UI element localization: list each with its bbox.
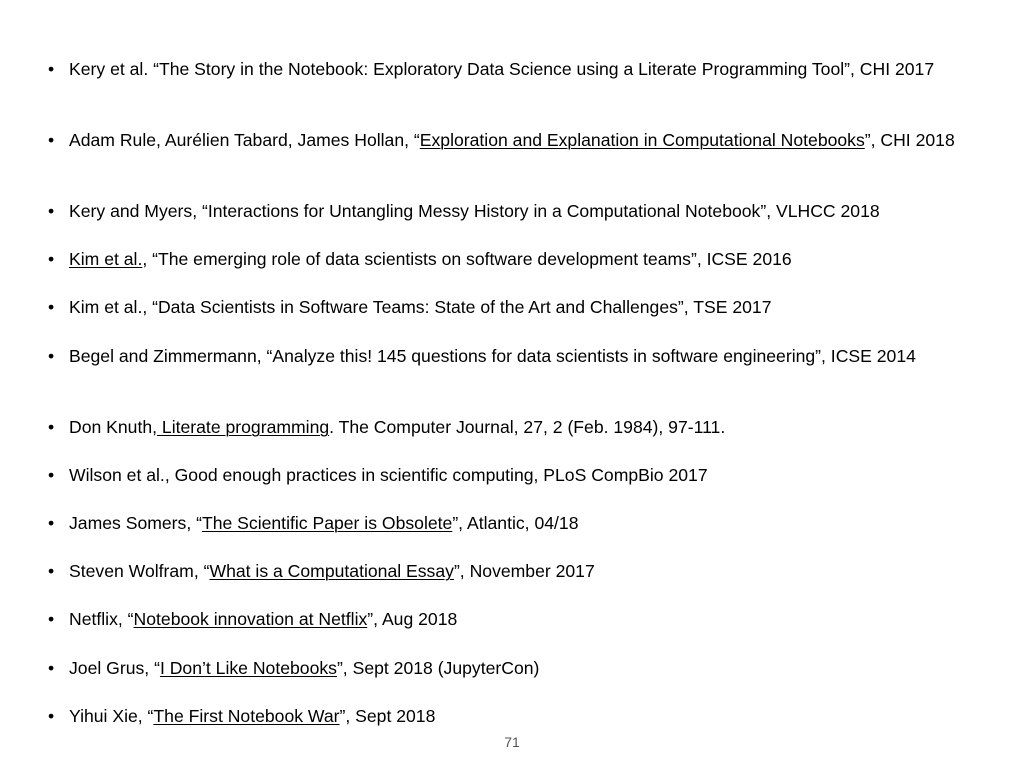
reference-item: • Yihui Xie, “The First Notebook War”, Se… xyxy=(48,705,989,728)
reference-item: • Begel and Zimmermann, “Analyze this! 14… xyxy=(48,345,989,368)
reference-text: ”, Sept 2018 xyxy=(339,706,436,726)
reference-item: • Kery et al. “The Story in the Notebook:… xyxy=(48,58,989,81)
reference-text: ”, November 2017 xyxy=(453,561,595,581)
reference-link[interactable]: Exploration and Explanation in Computati… xyxy=(419,130,865,150)
reference-text: James Somers, “ xyxy=(69,513,202,533)
reference-link[interactable]: Kim et al. xyxy=(69,249,143,269)
reference-text: Yihui Xie, “ xyxy=(69,706,154,726)
bullet-icon: • xyxy=(48,346,55,366)
reference-item: • Kim et al., “The emerging role of data … xyxy=(48,248,989,271)
reference-item: • Netflix, “Notebook innovation at Netfli… xyxy=(48,608,989,631)
reference-item: • Adam Rule, Aurélien Tabard, James Holla… xyxy=(48,129,989,152)
reference-link[interactable]: The Scientific Paper is Obsolete xyxy=(201,513,453,533)
bullet-icon: • xyxy=(48,465,55,485)
bullet-icon: • xyxy=(48,658,55,678)
reference-link[interactable]: Notebook innovation at Netflix xyxy=(133,609,368,629)
reference-text: Netflix, “ xyxy=(69,609,134,629)
bullet-icon: • xyxy=(48,249,55,269)
reference-item: • Don Knuth, Literate programming. The Co… xyxy=(48,416,989,439)
bullet-icon: • xyxy=(48,130,55,150)
reference-item: • Kery and Myers, “Interactions for Untan… xyxy=(48,200,989,223)
reference-text: Kery et al. “The Story in the Notebook: … xyxy=(69,59,935,79)
reference-link[interactable]: Literate programming xyxy=(157,417,330,437)
reference-item: • James Somers, “The Scientific Paper is … xyxy=(48,512,989,535)
reference-link[interactable]: The First Notebook War xyxy=(153,706,340,726)
reference-text: ”, Aug 2018 xyxy=(367,609,458,629)
reference-text: , “The emerging role of data scientists … xyxy=(142,249,792,269)
reference-text: Kim et al., “Data Scientists in Software… xyxy=(69,297,772,317)
bullet-icon: • xyxy=(48,609,55,629)
reference-item: • Joel Grus, “I Don’t Like Notebooks”, Se… xyxy=(48,657,989,680)
reference-text: Joel Grus, “ xyxy=(69,658,160,678)
reference-text: ”, Sept 2018 (JupyterCon) xyxy=(336,658,540,678)
reference-item: • Wilson et al., Good enough practices in… xyxy=(48,464,989,487)
reference-text: Wilson et al., Good enough practices in … xyxy=(69,465,708,485)
reference-text: ”, Atlantic, 04/18 xyxy=(452,513,579,533)
reference-text: Don Knuth, xyxy=(69,417,158,437)
bullet-icon: • xyxy=(48,417,55,437)
reference-text: Kery and Myers, “Interactions for Untang… xyxy=(69,201,880,221)
bullet-icon: • xyxy=(48,201,55,221)
page-number: 71 xyxy=(504,734,520,750)
reference-link[interactable]: What is a Computational Essay xyxy=(209,561,454,581)
reference-text: Steven Wolfram, “ xyxy=(69,561,210,581)
bullet-icon: • xyxy=(48,297,55,317)
bullet-icon: • xyxy=(48,513,55,533)
reference-text: Adam Rule, Aurélien Tabard, James Hollan… xyxy=(69,130,420,150)
reference-text: ”, CHI 2018 xyxy=(864,130,955,150)
reference-item: • Kim et al., “Data Scientists in Softwar… xyxy=(48,296,989,319)
bullet-icon: • xyxy=(48,561,55,581)
bullet-icon: • xyxy=(48,706,55,726)
reference-text: Begel and Zimmermann, “Analyze this! 145… xyxy=(69,346,916,366)
reference-text: . The Computer Journal, 27, 2 (Feb. 1984… xyxy=(329,417,726,437)
reference-item: • Steven Wolfram, “What is a Computationa… xyxy=(48,560,989,583)
reference-link[interactable]: I Don’t Like Notebooks xyxy=(159,658,337,678)
bullet-icon: • xyxy=(48,59,55,79)
